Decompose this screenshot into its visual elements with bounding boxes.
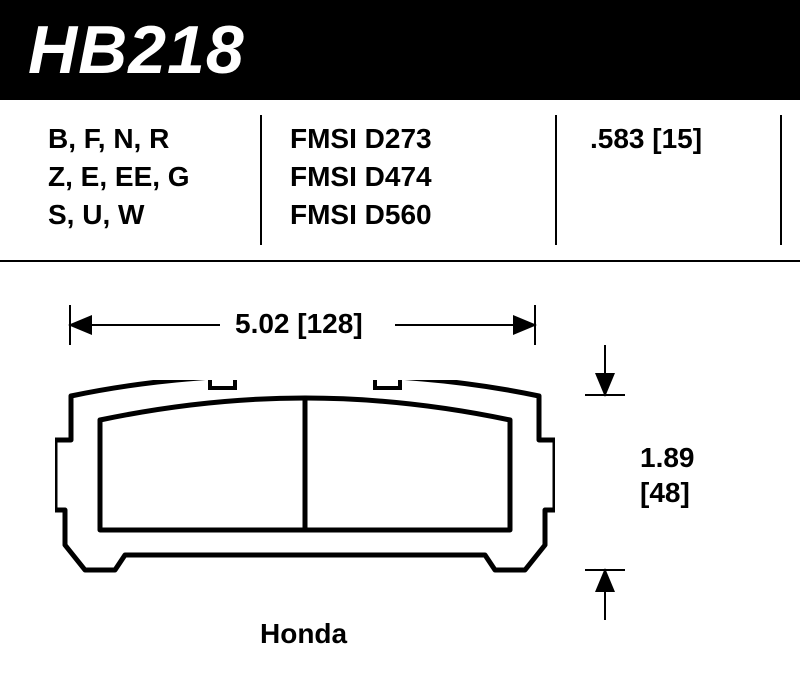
height-line2: [48]: [640, 475, 695, 510]
width-dimension-label: 5.02 [128]: [235, 308, 363, 340]
height-line1: 1.89: [640, 440, 695, 475]
brand-label: Honda: [260, 618, 347, 650]
height-dimension-label: 1.89 [48]: [640, 440, 695, 510]
brake-pad-outline: [55, 380, 555, 590]
diagram-page: HB218 B, F, N, R Z, E, EE, G S, U, W FMS…: [0, 0, 800, 691]
